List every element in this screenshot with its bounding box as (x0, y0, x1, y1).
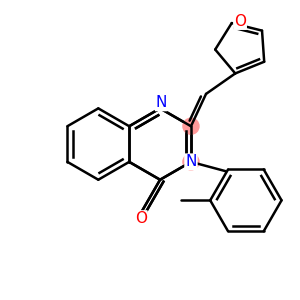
Text: N: N (156, 95, 167, 110)
Text: O: O (135, 211, 147, 226)
Text: N: N (185, 154, 197, 169)
Circle shape (183, 118, 199, 134)
Text: N: N (156, 95, 167, 110)
Circle shape (183, 154, 199, 170)
Text: O: O (135, 211, 147, 226)
Text: N: N (185, 154, 197, 169)
Text: O: O (234, 14, 246, 29)
Text: O: O (234, 14, 246, 29)
